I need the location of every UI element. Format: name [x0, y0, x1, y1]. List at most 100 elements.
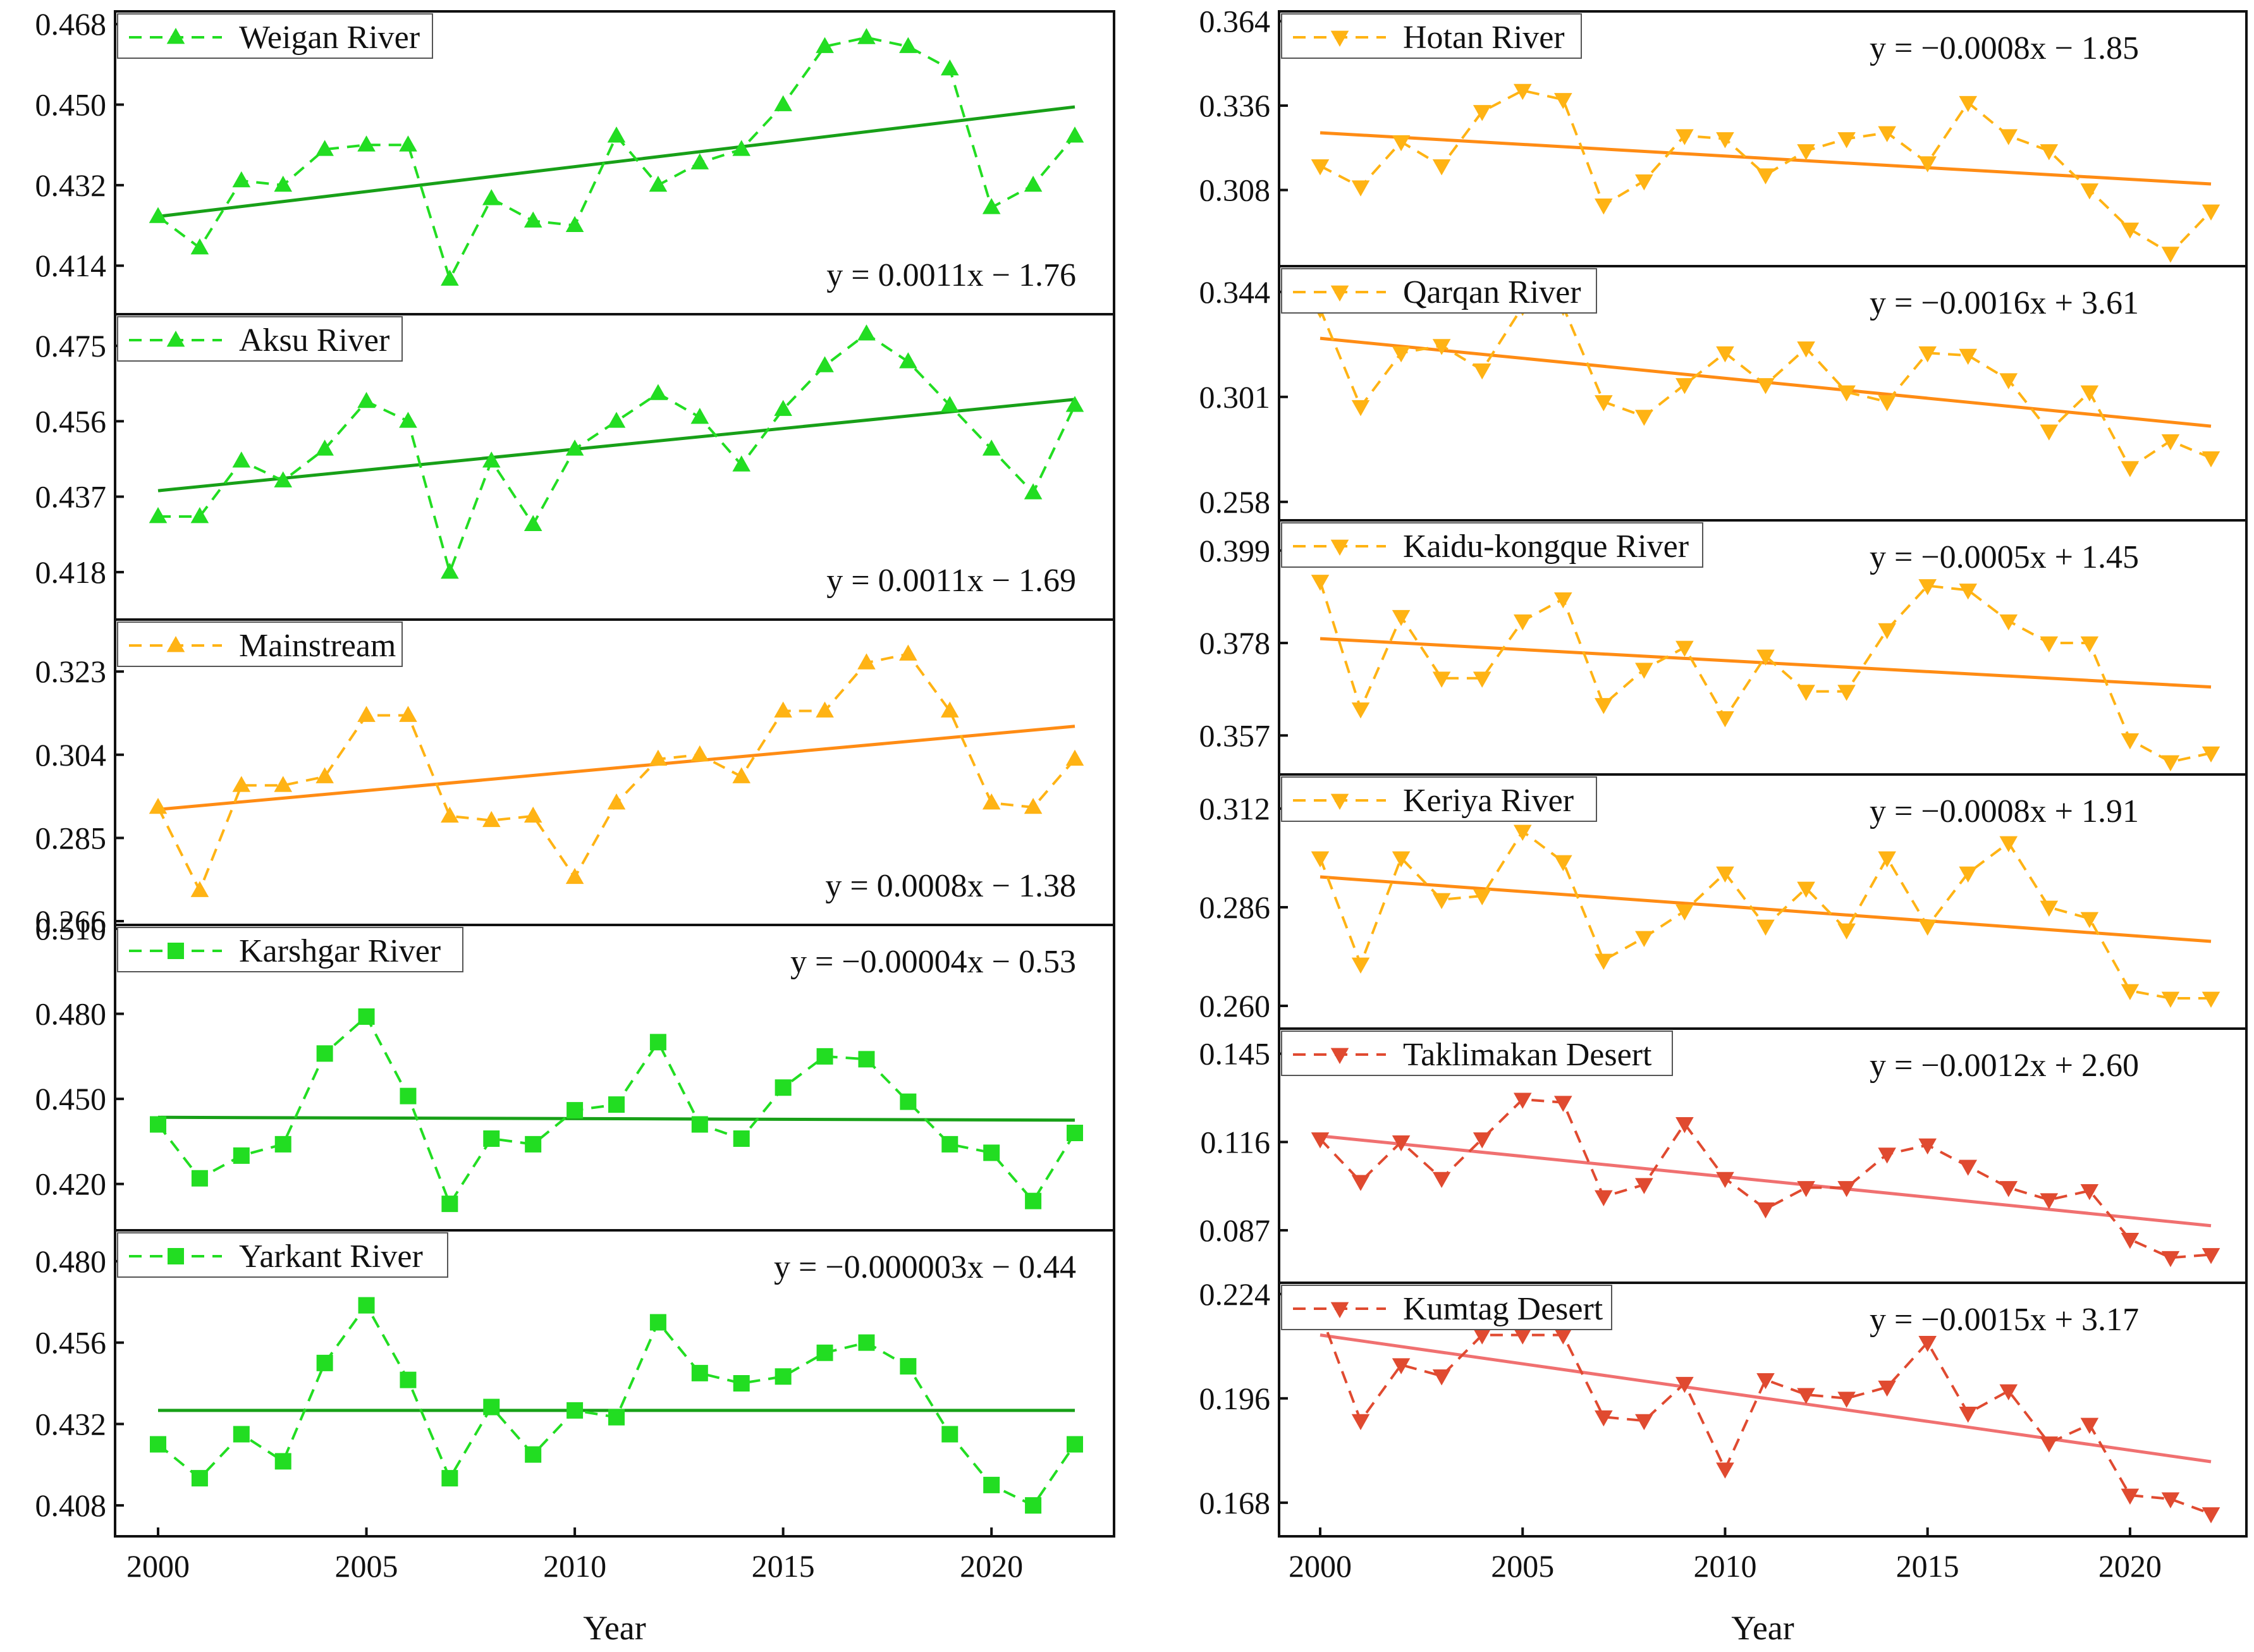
series-line — [157, 652, 1076, 894]
legend-box — [117, 316, 403, 362]
data-point — [315, 439, 334, 456]
data-point — [1837, 923, 1856, 939]
data-point — [441, 1470, 458, 1487]
data-point — [1837, 1181, 1856, 1197]
data-point — [1675, 1117, 1694, 1134]
y-tick-label: 0.168 — [1199, 1485, 1271, 1520]
legend-label: Karshgar River — [239, 933, 441, 969]
y-tick-label: 0.480 — [35, 1244, 107, 1279]
data-point — [1959, 1159, 1978, 1176]
data-point — [774, 701, 792, 718]
data-point — [2121, 984, 2140, 1000]
data-point — [1837, 1392, 1856, 1408]
data-point — [315, 140, 334, 156]
data-point — [858, 1334, 875, 1351]
x-tick-label: 2005 — [1491, 1548, 1554, 1584]
data-point — [1959, 348, 1978, 365]
data-point — [1635, 1414, 1653, 1431]
trend-line — [157, 398, 1075, 493]
data-point — [857, 28, 876, 44]
data-point — [1756, 919, 1775, 936]
trend-equation: y = −0.00004x − 0.53 — [790, 944, 1076, 980]
legend-label: Mainstream — [239, 628, 396, 664]
trend-line — [157, 105, 1075, 218]
data-point — [233, 1147, 250, 1164]
x-axis-title: Year — [1731, 1609, 1794, 1647]
series-line — [158, 332, 1076, 577]
data-point — [940, 396, 959, 412]
panel-mainstream: 0.323 0.304 0.285 0.266 Mainstream y = 0.0008… — [35, 618, 1115, 939]
data-point — [1675, 640, 1694, 657]
y-tick-label: 0.450 — [35, 87, 107, 123]
data-point — [1553, 1096, 1572, 1112]
data-point — [150, 1436, 166, 1453]
y-tick-label: 0.301 — [1199, 379, 1271, 415]
y-tick-label: 0.408 — [35, 1488, 107, 1523]
data-point — [1959, 584, 1978, 600]
y-tick-label: 0.480 — [35, 996, 107, 1032]
data-point — [1716, 132, 1734, 149]
data-point — [1553, 855, 1572, 871]
data-point — [1635, 1178, 1653, 1194]
legend-label: Qarqan River — [1403, 274, 1581, 310]
data-point — [1392, 135, 1411, 152]
data-point — [1473, 1132, 1491, 1149]
data-point — [1716, 1172, 1734, 1189]
data-point — [1675, 904, 1694, 921]
data-point — [1878, 851, 1896, 867]
data-point — [1025, 1192, 1042, 1209]
data-point — [649, 1314, 666, 1331]
data-point — [775, 1368, 792, 1385]
data-point — [358, 1297, 375, 1314]
data-point — [1918, 579, 1937, 596]
panel-kaidu-kongque-river: 0.399 0.378 0.357 Kaidu-kongque River y = −0… — [1199, 519, 2248, 776]
data-point — [1959, 1406, 1978, 1423]
data-point — [2121, 1233, 2140, 1249]
data-point — [732, 140, 751, 156]
series-line — [1320, 89, 2212, 255]
data-point — [1513, 83, 1532, 101]
data-point — [2161, 434, 2180, 451]
data-point — [482, 189, 501, 205]
data-point — [857, 324, 876, 341]
data-point — [1675, 129, 1694, 145]
data-point — [982, 793, 1001, 810]
data-point — [1392, 851, 1411, 867]
data-point — [1756, 1202, 1775, 1219]
data-point — [1716, 1462, 1734, 1479]
data-point — [1024, 483, 1043, 499]
legend-label: Kaidu-kongque River — [1403, 529, 1689, 565]
y-tick-label: 0.357 — [1199, 718, 1271, 753]
data-point — [2080, 912, 2099, 928]
data-point — [2161, 1251, 2180, 1268]
panel-frame — [1278, 1282, 2248, 1538]
legend-label: Yarkant River — [239, 1239, 423, 1275]
data-point — [232, 171, 251, 188]
data-point — [1553, 592, 1572, 609]
data-point — [607, 126, 626, 143]
x-tick-label: 2010 — [543, 1548, 606, 1584]
data-point — [690, 745, 709, 762]
trend-equation: y = 0.0011x − 1.76 — [826, 257, 1076, 293]
y-tick-label: 0.414 — [35, 248, 107, 283]
data-point — [1959, 866, 1978, 883]
y-tick-label: 0.116 — [1200, 1124, 1270, 1159]
data-point — [1797, 881, 1815, 898]
x-tick-label: 2020 — [960, 1548, 1023, 1584]
data-point — [733, 1130, 750, 1147]
data-point — [1351, 1414, 1370, 1431]
trend-equation: y = 0.0008x − 1.38 — [825, 868, 1076, 904]
data-point — [607, 793, 626, 810]
legend-label: Weigan River — [239, 20, 420, 56]
y-tick-label: 0.344 — [1199, 274, 1271, 310]
data-point — [1797, 1181, 1815, 1197]
data-point — [732, 767, 751, 783]
data-point — [2161, 1492, 2180, 1508]
data-point — [1311, 851, 1330, 867]
panel-kumtag-desert: 0.224 0.196 0.168 Kumtag Desert y = −0.0015x… — [1199, 1276, 2248, 1538]
data-point — [232, 451, 251, 468]
data-point — [1878, 1380, 1896, 1397]
data-point — [524, 515, 542, 531]
data-point — [690, 408, 709, 424]
data-point — [1432, 159, 1451, 176]
